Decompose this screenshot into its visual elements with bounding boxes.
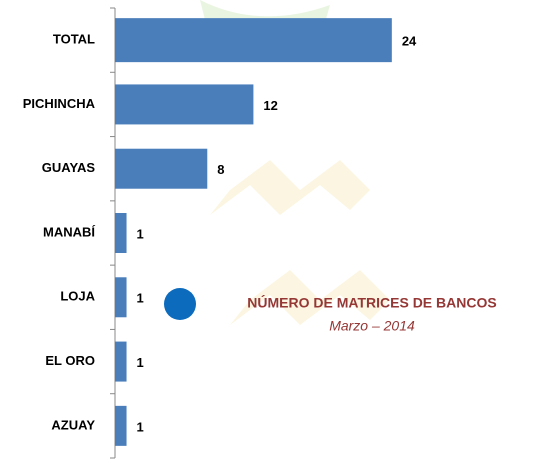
value-label: 1 <box>137 226 144 241</box>
chart-title: NÚMERO DE MATRICES DE BANCOS <box>247 294 496 311</box>
bar <box>115 213 127 253</box>
value-label: 1 <box>137 355 144 370</box>
value-label: 12 <box>263 98 277 113</box>
value-label: 1 <box>137 291 144 306</box>
value-label: 8 <box>217 162 224 177</box>
y-tick-label: LOJA <box>60 289 95 304</box>
value-label: 24 <box>402 34 417 49</box>
bar <box>115 84 253 124</box>
decor-dot <box>164 288 196 320</box>
y-tick-label: GUAYAS <box>42 160 96 175</box>
bar <box>115 342 127 382</box>
y-tick-label: MANABÍ <box>43 224 95 239</box>
value-label: 1 <box>137 419 144 434</box>
bar <box>115 18 392 62</box>
chart: NÚMERO DE MATRICES DE BANCOS Marzo – 201… <box>0 0 533 461</box>
y-tick-label: TOTAL <box>53 32 95 47</box>
y-tick-label: AZUAY <box>51 417 95 432</box>
y-tick-label: PICHINCHA <box>23 96 96 111</box>
bar <box>115 277 127 317</box>
watermark-shape <box>210 160 370 215</box>
chart-subtitle: Marzo – 2014 <box>329 318 415 334</box>
bar <box>115 406 127 446</box>
bar <box>115 149 207 189</box>
y-tick-label: EL ORO <box>45 353 95 368</box>
